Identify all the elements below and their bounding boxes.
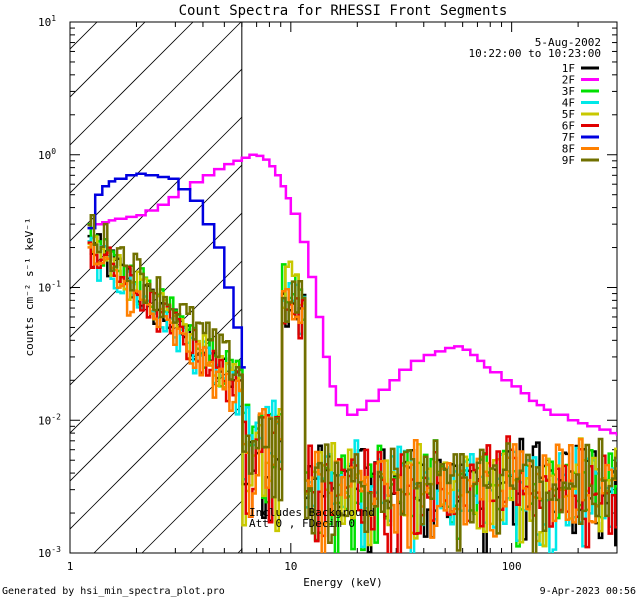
- y-tick-label: 100: [38, 147, 56, 162]
- legend-label: 5F: [562, 108, 575, 121]
- series-line-8F: [87, 242, 617, 553]
- x-tick-label: 100: [502, 560, 522, 573]
- series-lines: [87, 153, 617, 553]
- annotation-box: Includes Background Att 0 , FDecim 0: [249, 506, 375, 530]
- legend-label: 4F: [562, 97, 575, 110]
- x-tick-label: 1: [67, 560, 74, 573]
- legend-label: 1F: [562, 62, 575, 75]
- footer-timestamp: 9-Apr-2023 00:56: [540, 586, 636, 597]
- y-tick-label: 10-2: [38, 412, 61, 427]
- y-axis-title: counts cm⁻² s⁻¹ keV⁻¹: [23, 217, 36, 356]
- hatch-line: [70, 22, 242, 194]
- legend-label: 3F: [562, 85, 575, 98]
- x-tick-label: 10: [284, 560, 297, 573]
- footer-generated-by: Generated by hsi_min_spectra_plot.pro: [2, 586, 225, 597]
- x-axis-title: Energy (keV): [303, 576, 382, 589]
- legend-label: 2F: [562, 74, 575, 87]
- hatch-line: [70, 22, 146, 98]
- chart-title: Count Spectra for RHESSI Front Segments: [179, 3, 508, 19]
- annotation-line-2: Att 0 , FDecim 0: [249, 517, 355, 530]
- legend-label: 6F: [562, 120, 575, 133]
- legend-date: 5-Aug-2002: [535, 36, 601, 49]
- y-tick-label: 10-3: [38, 545, 61, 560]
- hatch-line: [70, 22, 194, 146]
- legend-label: 8F: [562, 143, 575, 156]
- legend-label: 9F: [562, 154, 575, 167]
- annotation-line-1: Includes Background: [249, 506, 375, 519]
- y-tick-label: 10-1: [38, 280, 61, 295]
- series-line-7F: [87, 172, 246, 369]
- y-tick-label: 101: [38, 14, 56, 29]
- legend-label: 7F: [562, 131, 575, 144]
- legend-time-range: 10:22:00 to 10:23:00: [469, 47, 601, 60]
- series-line-9F: [87, 213, 617, 553]
